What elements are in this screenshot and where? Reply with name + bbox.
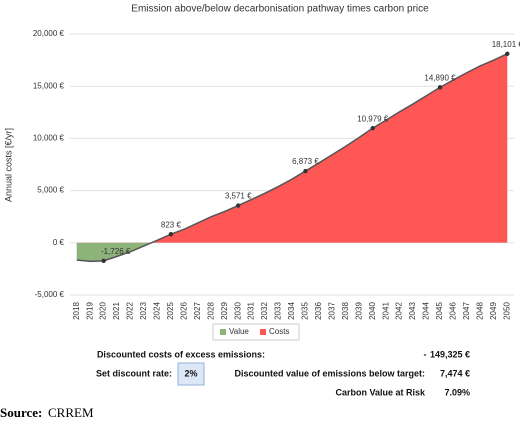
x-tick-label: 2022: [126, 302, 135, 320]
point: [101, 258, 106, 264]
rate-input[interactable]: [177, 362, 205, 386]
rate-label: Set discount rate:: [96, 368, 172, 378]
point: [168, 232, 174, 237]
area-negative: [76, 242, 152, 262]
source-text: CRREM: [48, 405, 94, 420]
x-tick-label: 2030: [233, 302, 242, 320]
x-tick-label: 2037: [327, 302, 336, 320]
legend-label: Value: [229, 327, 249, 336]
chart-title: Emission above/below decarbonisation pat…: [131, 4, 429, 15]
y-tick-label: 10,000 €: [33, 134, 65, 143]
rate-input-value[interactable]: 2%: [184, 368, 197, 378]
data-label: -1,726 €: [101, 247, 131, 256]
data-label: 10,979 €: [357, 114, 389, 123]
x-tick-label: 2040: [368, 302, 377, 320]
x-tick-label: 2050: [502, 302, 511, 320]
y-tick-label: 5,000 €: [37, 186, 64, 195]
x-tick-label: 2035: [301, 302, 310, 320]
y-tick-label: 0 €: [53, 238, 65, 247]
data-label: 3,571 €: [225, 192, 252, 201]
point: [437, 85, 443, 90]
risk-label: Carbon Value at Risk: [335, 387, 426, 397]
x-tick-label: 2041: [381, 302, 390, 320]
x-tick-label: 2026: [179, 302, 188, 320]
costs-label: Discounted costs of excess emissions:: [97, 349, 265, 359]
point: [505, 51, 510, 57]
x-tick-label: 2038: [341, 302, 350, 320]
y-tick-label: 20,000 €: [33, 29, 65, 38]
costs-sign: -: [424, 349, 427, 359]
value-value: 7,474 €: [440, 368, 470, 378]
x-tick-label: 2044: [422, 302, 431, 320]
point: [303, 168, 308, 174]
x-tick-label: 2039: [354, 302, 363, 320]
area-positive: [76, 53, 508, 243]
x-tick-label: 2018: [72, 302, 81, 320]
costs-value: 149,325 €: [430, 349, 470, 359]
x-tick-label: 2048: [475, 302, 484, 320]
data-label: 823 €: [161, 220, 182, 229]
source-label: Source:: [0, 405, 42, 420]
legend-swatch: [260, 329, 266, 335]
line: [76, 53, 508, 263]
risk-value: 7.09%: [444, 387, 470, 397]
y-axis-label: Annual costs [€/yr]: [3, 128, 13, 202]
x-tick-label: 2028: [206, 302, 215, 320]
x-tick-label: 2034: [287, 302, 296, 320]
data-label: 14,890 €: [424, 73, 456, 82]
x-tick-label: 2024: [153, 302, 162, 320]
data-label: 6,873 €: [292, 157, 319, 166]
x-tick-label: 2032: [260, 302, 269, 320]
x-tick-label: 2027: [193, 302, 202, 320]
x-tick-label: 2023: [139, 302, 148, 320]
x-tick-label: 2036: [314, 302, 323, 320]
x-tick-label: 2029: [220, 302, 229, 320]
x-tick-label: 2031: [247, 302, 256, 320]
y-tick-label: 15,000 €: [33, 81, 65, 90]
point: [235, 203, 241, 208]
legend-label: Costs: [269, 327, 289, 336]
point: [370, 125, 375, 131]
x-tick-label: 2019: [85, 302, 94, 320]
x-tick-label: 2046: [449, 302, 458, 320]
value-label: Discounted value of emissions below targ…: [234, 368, 425, 378]
x-tick-label: 2047: [462, 302, 471, 320]
x-tick-label: 2021: [112, 302, 121, 320]
legend-swatch: [220, 329, 226, 335]
x-tick-label: 2043: [408, 302, 417, 320]
x-tick-label: 2033: [274, 302, 283, 320]
x-tick-label: 2042: [395, 302, 404, 320]
y-tick-label: -5,000 €: [35, 290, 65, 299]
data-label: 18,101 €: [492, 40, 520, 49]
x-tick-label: 2025: [166, 302, 175, 320]
x-tick-label: 2045: [435, 302, 444, 320]
x-tick-label: 2020: [99, 302, 108, 320]
x-tick-label: 2049: [489, 302, 498, 320]
legend-box: [212, 323, 300, 341]
